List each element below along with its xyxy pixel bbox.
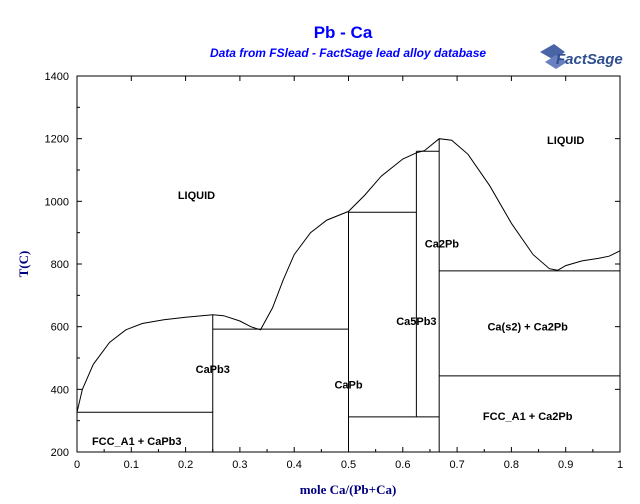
x-axis-label: mole Ca/(Pb+Ca) <box>300 482 397 497</box>
y-tick-label: 600 <box>51 322 69 334</box>
x-tick-label: 0.1 <box>124 459 139 471</box>
phase-label: LIQUID <box>547 135 584 147</box>
phase-label: LIQUID <box>178 190 215 202</box>
y-axis-label: T(C) <box>16 251 31 278</box>
phase-label: FCC_A1 + Ca2Pb <box>483 411 573 423</box>
x-tick-label: 0 <box>74 459 80 471</box>
phase-label: FCC_A1 + CaPb3 <box>92 436 182 448</box>
phase-label: Ca(s2) + Ca2Pb <box>487 322 568 334</box>
x-tick-label: 0.8 <box>504 459 519 471</box>
x-axis-ticks: 0 0.1 0.2 0.3 0.4 0.5 0.6 0.7 0.8 0.9 1 <box>74 76 623 471</box>
y-tick-label: 1400 <box>45 71 69 83</box>
chart-title: Pb - Ca <box>314 23 373 42</box>
x-tick-label: 0.9 <box>558 459 573 471</box>
y-axis-ticks: 200 400 600 800 1000 1200 1400 <box>45 71 620 459</box>
x-tick-label: 0.2 <box>178 459 193 471</box>
logo-text: FactSage <box>556 51 623 68</box>
phase-label: Ca2Pb <box>425 239 460 251</box>
x-tick-label: 0.5 <box>341 459 356 471</box>
x-tick-label: 0.3 <box>232 459 247 471</box>
y-tick-label: 1000 <box>45 196 69 208</box>
logo-mark-back <box>540 44 565 60</box>
phase-boundary-lines <box>77 138 620 452</box>
x-tick-label: 1 <box>617 459 623 471</box>
y-tick-label: 800 <box>51 259 69 271</box>
phase-label: Ca5Pb3 <box>396 316 436 328</box>
phase-region-labels: LIQUID LIQUID Ca2Pb Ca5Pb3 Ca(s2) + Ca2Pb CaP… <box>92 135 584 448</box>
y-tick-label: 200 <box>51 447 69 459</box>
y-tick-label: 400 <box>51 384 69 396</box>
logo-mark-front <box>545 55 567 69</box>
chart-subtitle: Data from FSlead - FactSage lead alloy d… <box>210 46 486 60</box>
phase-label: CaPb <box>334 380 362 392</box>
liquidus-curve <box>76 138 621 413</box>
x-tick-label: 0.7 <box>449 459 464 471</box>
x-tick-label: 0.4 <box>287 459 302 471</box>
x-tick-label: 0.6 <box>395 459 410 471</box>
factsage-logo: FactSage <box>540 44 623 69</box>
y-tick-label: 1200 <box>45 134 69 146</box>
phase-label: CaPb3 <box>196 364 230 376</box>
